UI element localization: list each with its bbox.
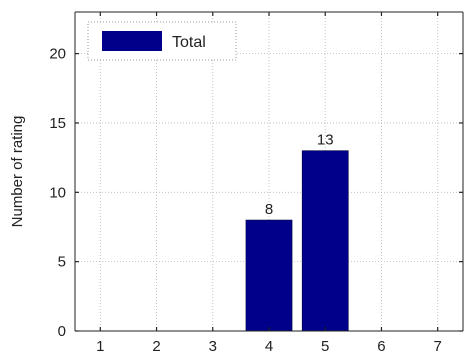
- y-tick-label: 0: [58, 323, 66, 340]
- legend-swatch: [102, 31, 162, 51]
- legend: Total: [87, 21, 237, 61]
- x-tick-label: 7: [434, 338, 442, 355]
- y-tick-label: 5: [58, 254, 66, 271]
- bar-4: [245, 219, 293, 332]
- axes: [74, 11, 464, 332]
- x-tick-label: 1: [96, 338, 104, 355]
- y-tick-label: 10: [49, 184, 66, 201]
- y-axis-title: Number of rating: [9, 116, 26, 228]
- x-tick-label: 5: [321, 338, 329, 355]
- x-tick-label: 6: [377, 338, 385, 355]
- labels: 1 2 3 4 5 6 7 0 5 10 15 20 8 13 Number of rating: [9, 46, 442, 355]
- legend-label: Total: [172, 34, 206, 51]
- y-tick-label: 20: [49, 46, 66, 63]
- x-tick-label: 3: [209, 338, 217, 355]
- y-tick-label: 15: [49, 115, 66, 132]
- bar-value-label: 13: [317, 132, 334, 149]
- bar-5: [301, 150, 349, 332]
- x-tick-label: 4: [265, 338, 273, 355]
- x-tick-label: 2: [152, 338, 160, 355]
- bar-value-label: 8: [265, 201, 273, 218]
